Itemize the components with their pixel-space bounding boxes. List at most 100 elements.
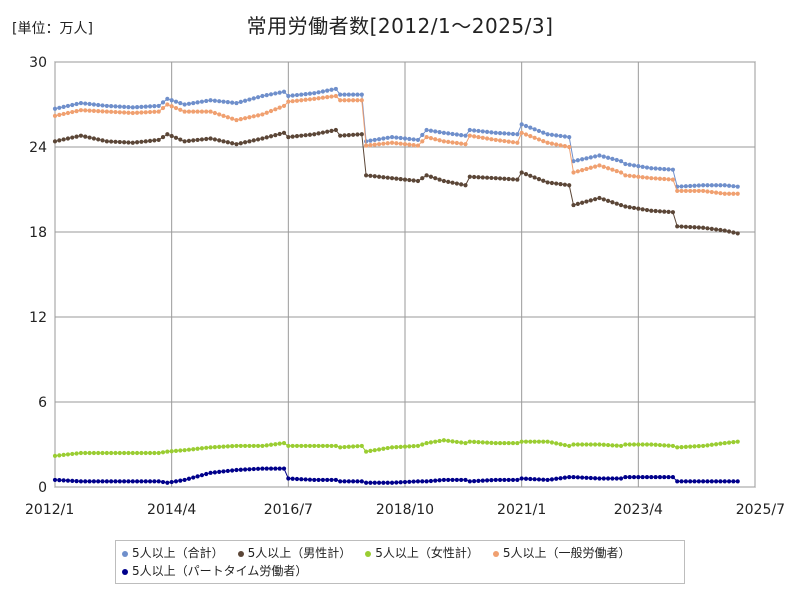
- data-point: [411, 137, 416, 142]
- legend-marker: [122, 568, 128, 575]
- data-point: [104, 450, 109, 456]
- data-point: [714, 227, 719, 232]
- data-point: [385, 175, 390, 180]
- data-point: [454, 132, 459, 137]
- data-point: [355, 444, 360, 449]
- data-point: [692, 225, 697, 230]
- data-point: [221, 113, 226, 118]
- data-point: [459, 133, 464, 138]
- data-point: [376, 142, 382, 147]
- data-point: [718, 183, 723, 188]
- data-point: [532, 477, 537, 482]
- data-point: [562, 144, 567, 149]
- data-point: [182, 109, 187, 114]
- data-point: [100, 479, 105, 484]
- data-point: [186, 476, 192, 481]
- data-point: [623, 161, 628, 167]
- data-point: [649, 176, 654, 181]
- data-point: [614, 476, 619, 481]
- data-point: [428, 440, 434, 445]
- data-point: [247, 115, 252, 120]
- data-point: [320, 477, 325, 483]
- x-tick-labels: 2012/1 2014/4 2016/7 2018/10 2021/1 2023/4 202…: [25, 502, 785, 518]
- data-point: [130, 450, 135, 456]
- data-point: [649, 166, 654, 171]
- data-point: [394, 480, 399, 485]
- data-point: [459, 477, 464, 483]
- data-point: [195, 100, 200, 105]
- data-point: [510, 477, 516, 483]
- data-point: [701, 188, 706, 194]
- data-point: [657, 474, 663, 480]
- data-point: [722, 440, 727, 446]
- data-point: [722, 479, 727, 484]
- data-point: [532, 175, 537, 180]
- data-point: [666, 474, 671, 480]
- data-point: [52, 139, 58, 144]
- data-point: [135, 450, 140, 456]
- data-point: [528, 439, 533, 444]
- data-point: [610, 167, 615, 172]
- data-point: [57, 105, 62, 110]
- data-point: [433, 137, 438, 142]
- data-point: [692, 479, 697, 484]
- data-point: [312, 132, 317, 137]
- data-point: [61, 111, 66, 117]
- data-point: [61, 137, 66, 142]
- data-point: [273, 107, 278, 112]
- data-point: [381, 175, 386, 180]
- data-point: [130, 479, 135, 484]
- data-point: [571, 170, 576, 175]
- data-point: [714, 442, 719, 447]
- data-point: [178, 137, 183, 142]
- data-point: [554, 142, 559, 147]
- data-point: [243, 116, 248, 121]
- data-point: [688, 224, 693, 230]
- data-point: [307, 477, 313, 482]
- data-point: [688, 188, 693, 194]
- x-tick-label: 2016/7: [264, 502, 313, 518]
- data-point: [670, 443, 676, 449]
- data-point: [359, 479, 364, 484]
- data-point: [588, 198, 593, 203]
- data-point: [376, 447, 382, 452]
- data-point: [130, 110, 135, 116]
- data-point: [636, 206, 641, 211]
- data-point: [562, 182, 567, 187]
- data-point: [65, 136, 71, 141]
- data-point: [631, 442, 637, 447]
- data-point: [225, 468, 230, 474]
- data-point: [394, 141, 399, 146]
- data-point: [631, 174, 637, 179]
- data-point: [152, 109, 157, 114]
- data-point: [264, 135, 269, 140]
- data-point: [186, 447, 192, 452]
- data-point: [497, 477, 503, 483]
- data-point: [303, 97, 308, 102]
- data-point: [407, 136, 412, 142]
- data-point: [415, 479, 421, 484]
- data-point: [472, 479, 477, 484]
- x-tick-label: 2021/1: [497, 502, 546, 518]
- data-point: [502, 138, 507, 144]
- data-point: [593, 197, 598, 202]
- data-point: [277, 466, 282, 471]
- data-point: [264, 110, 269, 115]
- data-point: [316, 443, 321, 449]
- data-point: [610, 476, 615, 481]
- data-point: [221, 99, 226, 104]
- data-point: [679, 445, 684, 450]
- data-point: [454, 140, 459, 146]
- data-point: [454, 181, 459, 186]
- data-point: [510, 140, 516, 145]
- data-point: [683, 479, 688, 484]
- data-point: [618, 159, 624, 164]
- data-point: [640, 474, 645, 480]
- data-point: [147, 450, 153, 456]
- data-point: [545, 439, 550, 444]
- data-point: [714, 479, 719, 484]
- data-point: [52, 477, 58, 483]
- data-point: [571, 159, 576, 164]
- data-point: [718, 479, 723, 484]
- data-point: [61, 452, 66, 457]
